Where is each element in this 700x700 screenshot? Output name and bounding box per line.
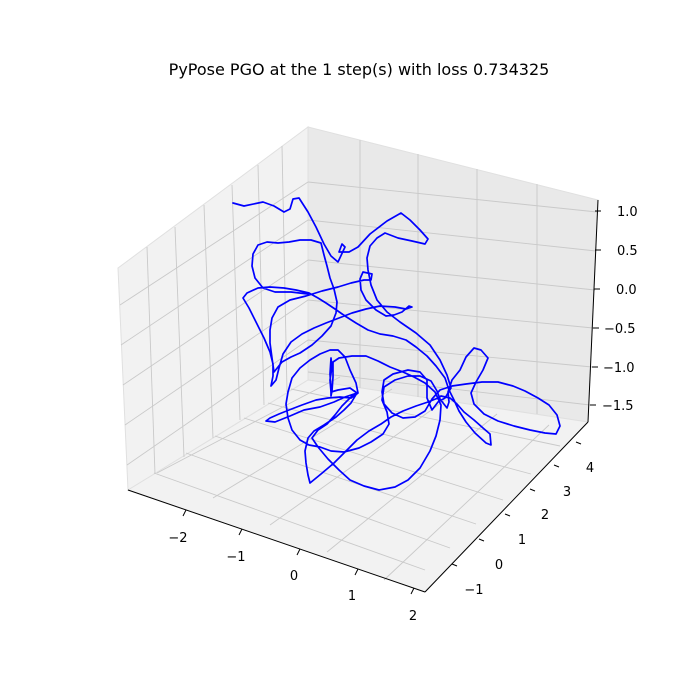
y-tick-labels: −1 0 1 2 3 4 [464, 461, 594, 598]
z-tick-label: −0.5 [604, 322, 636, 337]
z-tick-label: 1.0 [617, 205, 638, 220]
x-axis-line [127, 489, 426, 593]
z-tick-labels: 1.0 0.5 0.0 −0.5 −1.0 −1.5 [602, 205, 638, 414]
z-tick-label: 0.0 [616, 283, 637, 298]
y-tick-label: 3 [563, 485, 571, 500]
x-tick-label: 2 [409, 609, 417, 624]
x-tick-labels: −2 −1 0 1 2 [168, 531, 417, 624]
z-tick-label: −1.0 [603, 361, 635, 376]
y-tick-label: 4 [586, 461, 594, 476]
trajectory-line [232, 197, 561, 491]
y-tick-label: 0 [495, 558, 503, 573]
x-tick-label: 0 [290, 569, 298, 584]
chart-title: PyPose PGO at the 1 step(s) with loss 0.… [168, 60, 550, 79]
x-tick-label: 1 [348, 589, 356, 604]
y-tick-label: −1 [464, 583, 483, 598]
x-tick-label: −1 [226, 550, 245, 565]
x-tick-label: −2 [168, 531, 187, 546]
tick-marks [182, 210, 601, 595]
y-tick-label: 2 [541, 508, 549, 523]
y-tick-label: 1 [518, 533, 526, 548]
z-tick-label: −1.5 [602, 399, 634, 414]
z-tick-label: 0.5 [617, 244, 638, 259]
z-axis-line [587, 199, 599, 423]
